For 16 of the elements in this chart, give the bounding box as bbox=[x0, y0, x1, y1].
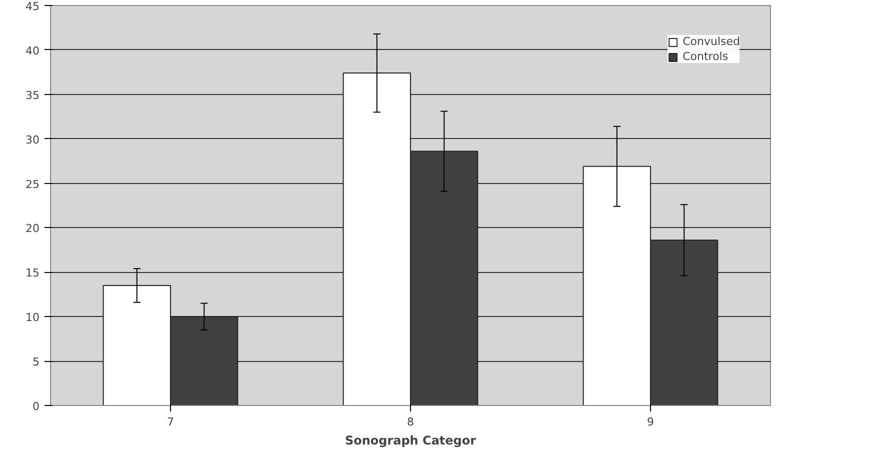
y-tick-label: 20 bbox=[26, 222, 40, 236]
y-tick-label: 5 bbox=[32, 356, 40, 369]
y-tick-label: 10 bbox=[26, 311, 40, 324]
y-tick-label: 35 bbox=[26, 88, 40, 102]
x-tick-label: 9 bbox=[647, 416, 654, 428]
x-tick-label: 7 bbox=[167, 416, 174, 428]
y-tick-label: 15 bbox=[26, 266, 40, 280]
y-tick-label: 40 bbox=[26, 44, 40, 58]
y-tick-label: 30 bbox=[26, 133, 40, 146]
y-tick-label: 45 bbox=[26, 0, 40, 13]
x-axis-title: Sonograph Categor bbox=[344, 434, 476, 448]
y-tick-label: 25 bbox=[26, 178, 40, 191]
legend-label: Convulsed bbox=[682, 35, 740, 48]
legend-label: Controls bbox=[682, 50, 728, 63]
x-tick-label: 8 bbox=[407, 416, 414, 428]
y-tick-label: 0 bbox=[32, 400, 40, 413]
